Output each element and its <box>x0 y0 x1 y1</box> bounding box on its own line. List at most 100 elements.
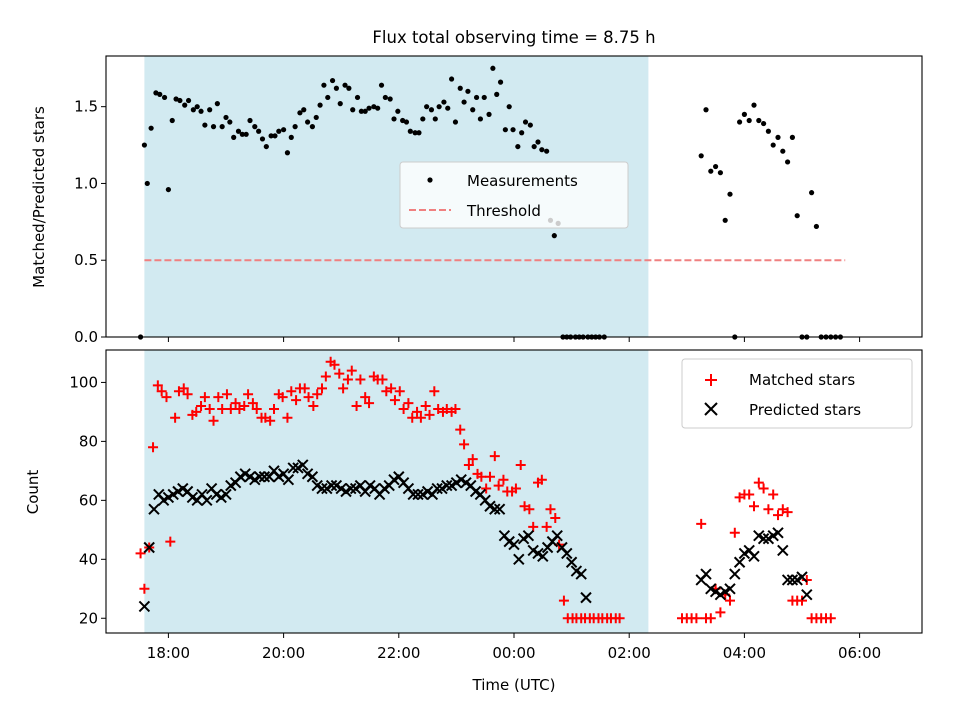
predicted-star-point-80 <box>522 530 535 542</box>
measurement-point-114 <box>698 153 704 159</box>
matched-star-point-60 <box>394 386 405 397</box>
matched-star-point-74 <box>455 424 466 435</box>
matched-star-point-122 <box>725 595 735 606</box>
measurement-point-117 <box>713 163 719 170</box>
matched-star-point-67 <box>424 409 435 420</box>
matched-star-point-64 <box>412 406 423 417</box>
xtick-label-4: 02:00 <box>608 644 651 662</box>
measurement-point-52 <box>350 107 356 113</box>
legend-predicted-marker <box>704 402 718 416</box>
matched-star-point-93 <box>536 474 547 485</box>
xtick-label-0: 18:00 <box>147 644 190 662</box>
measurement-point-67 <box>412 130 418 136</box>
matched-star-point-80 <box>481 483 492 494</box>
measurement-point-132 <box>785 159 791 165</box>
predicted-star-point-25 <box>258 471 271 483</box>
measurement-point-70 <box>424 104 430 110</box>
predicted-star-point-92 <box>580 591 592 604</box>
measurement-point-96 <box>531 143 537 150</box>
matched-star-point-128 <box>753 477 764 488</box>
matched-star-point-91 <box>528 521 539 532</box>
measurement-point-44 <box>317 102 323 108</box>
matched-star-point-134 <box>782 507 793 518</box>
legend-matched-label: Matched stars <box>749 371 855 389</box>
ratio-ytick-label-0: 0.0 <box>74 328 98 346</box>
count-legend-box <box>681 358 913 429</box>
measurement-point-95 <box>527 122 533 128</box>
matched-star-point-138 <box>801 574 812 585</box>
measurement-point-92 <box>515 143 521 150</box>
count-ytick-label-3: 80 <box>79 432 98 450</box>
matched-star-point-120 <box>715 607 726 618</box>
matched-star-point-76 <box>463 459 474 470</box>
count-panel: 20 40 60 80 100 18:00 20:00 22:00 00:00 02:00 04:0… <box>24 349 923 694</box>
measurement-point-90 <box>506 104 512 110</box>
measurement-point-85 <box>486 111 492 117</box>
measurement-point-34 <box>276 128 282 134</box>
measurement-point-80 <box>465 88 471 94</box>
measurement-point-51 <box>346 85 352 91</box>
matched-star-point-126 <box>744 489 755 500</box>
predicted-star-point-109 <box>772 527 784 539</box>
matched-star-point-87 <box>510 483 521 494</box>
matched-star-point-24 <box>239 401 250 412</box>
predicted-star-point-91 <box>575 568 587 580</box>
predicted-star-point-83 <box>537 550 549 563</box>
measurement-point-69 <box>420 116 426 122</box>
count-ytick-label-1: 40 <box>79 550 98 568</box>
matched-star-point-17 <box>208 415 219 426</box>
measurement-point-129 <box>770 142 776 148</box>
measurement-point-78 <box>457 85 463 91</box>
matched-star-point-16 <box>204 403 215 414</box>
legend-threshold-label: Threshold <box>466 202 541 220</box>
measurement-point-60 <box>382 94 388 101</box>
measurement-point-10 <box>177 97 183 104</box>
measurement-point-88 <box>497 79 504 85</box>
measurement-point-39 <box>297 110 303 116</box>
predicted-star-point-35 <box>306 471 319 483</box>
measurement-point-31 <box>263 143 269 150</box>
measurement-point-36 <box>284 150 291 156</box>
predicted-star-point-78 <box>513 553 525 566</box>
matched-star-point-95 <box>545 504 556 515</box>
measurement-point-54 <box>358 108 364 114</box>
matched-star-point-56 <box>377 374 388 385</box>
predicted-star-point-37 <box>316 482 328 495</box>
matched-star-point-8 <box>170 412 181 423</box>
measurement-point-20 <box>219 124 225 130</box>
matched-star-point-79 <box>476 471 487 482</box>
matched-star-point-77 <box>467 454 478 465</box>
matched-star-point-35 <box>286 386 297 397</box>
measurement-point-62 <box>391 116 397 122</box>
measurement-point-89 <box>502 127 508 133</box>
measurement-point-134 <box>794 213 800 219</box>
measurement-point-125 <box>751 102 757 108</box>
measurement-point-133 <box>789 134 796 140</box>
count-axes: 20 40 60 80 100 18:00 20:00 22:00 00:00 02:00 04:0… <box>69 349 923 662</box>
measurement-point-115 <box>703 107 709 113</box>
matched-star-point-42 <box>317 383 327 394</box>
measurement-point-77 <box>452 119 459 125</box>
measurement-point-128 <box>765 128 772 134</box>
matched-star-point-84 <box>498 474 509 485</box>
measurement-point-68 <box>416 130 422 136</box>
matched-star-point-59 <box>389 395 400 406</box>
measurement-point-12 <box>185 97 192 104</box>
count-xlabel: Time (UTC) <box>472 676 556 694</box>
measurement-point-42 <box>309 124 315 130</box>
predicted-star-point-33 <box>297 459 309 471</box>
measurement-point-63 <box>395 108 401 114</box>
predicted-star-point-73 <box>489 503 501 515</box>
matched-star-point-33 <box>277 392 288 403</box>
matched-star-point-63 <box>407 412 418 423</box>
ratio-legend-box <box>399 161 629 229</box>
measurement-point-84 <box>481 94 487 101</box>
measurement-point-76 <box>449 76 455 82</box>
ratio-legend: Measurements Threshold <box>399 161 629 229</box>
predicted-star-point-74 <box>493 503 506 515</box>
predicted-star-point-115 <box>801 588 813 601</box>
measurement-point-43 <box>313 114 319 121</box>
matched-star-point-27 <box>251 403 262 414</box>
matched-star-point-98 <box>558 595 569 606</box>
matched-star-point-49 <box>346 365 357 376</box>
